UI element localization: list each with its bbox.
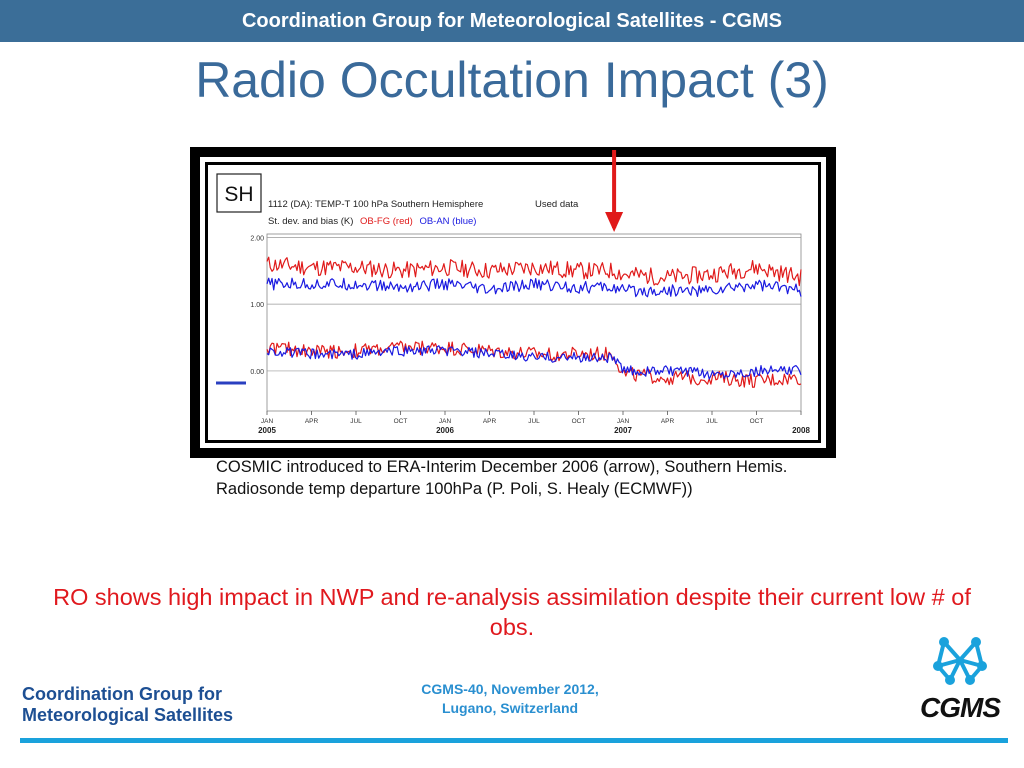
series-line-obfg_stdev xyxy=(266,256,802,287)
series-layer xyxy=(266,256,802,388)
x-tick-label-5: APR xyxy=(483,418,497,425)
x-tick-label-3: OCT xyxy=(394,418,408,425)
legend-obfg: OB-FG (red) xyxy=(360,216,413,227)
cgms-logo-text: CGMS xyxy=(920,692,1001,723)
x-tick-label-4: JAN xyxy=(439,418,452,425)
hemisphere-badge-text: SH xyxy=(224,183,253,206)
x-tick-label-11: OCT xyxy=(750,418,764,425)
x-tick-label-7: OCT xyxy=(572,418,586,425)
x-tick-label-10: JUL xyxy=(706,418,718,425)
footer-org-line1: Coordination Group for xyxy=(22,684,222,704)
x-tick-label-8: JAN xyxy=(617,418,630,425)
x-year-label-0: 2005 xyxy=(258,426,276,435)
x-year-label-8: 2007 xyxy=(614,426,632,435)
chart-caption: COSMIC introduced to ERA-Interim Decembe… xyxy=(216,458,788,498)
footer-event-line1: CGMS-40, November 2012, xyxy=(421,681,599,697)
slide-title: Radio Occultation Impact (3) xyxy=(195,52,829,108)
cgms-network-icon xyxy=(933,637,987,685)
x-tick-label-6: JUL xyxy=(528,418,540,425)
footer-divider xyxy=(20,738,1008,743)
chart-background xyxy=(208,165,818,440)
chart-frame: SH 1112 (DA): TEMP-T 100 hPa Southern He… xyxy=(190,147,836,458)
header-banner: Coordination Group for Meteorological Sa… xyxy=(0,0,1024,42)
footer-organization: Coordination Group for Meteorological Sa… xyxy=(22,684,233,726)
line-chart: SH 1112 (DA): TEMP-T 100 hPa Southern He… xyxy=(200,150,826,448)
y-tick-label-2: 0.00 xyxy=(250,369,264,376)
cgms-logo: CGMS xyxy=(908,634,1012,726)
x-year-label-12: 2008 xyxy=(792,426,810,435)
x-tick-label-9: APR xyxy=(661,418,675,425)
svg-text:St. dev. and bias (K) OB: St. dev. and bias (K) OB-FG (red) OB-AN … xyxy=(268,216,476,227)
footer-event-line2: Lugano, Switzerland xyxy=(441,700,579,716)
series-line-oban_stdev xyxy=(266,277,802,298)
y-tick-label-1: 1.00 xyxy=(250,302,264,309)
x-tick-label-1: APR xyxy=(305,418,319,425)
series-line-obfg_bias xyxy=(266,340,802,388)
cosmic-introduction-arrow xyxy=(605,212,624,232)
y-tick-label-0: 2.00 xyxy=(250,235,264,242)
x-tick-label-0: JAN xyxy=(261,418,274,425)
legend-oban: OB-AN (blue) xyxy=(419,216,476,227)
x-year-label-4: 2006 xyxy=(436,426,454,435)
highlight-statement: RO shows high impact in NWP and re-analy… xyxy=(53,584,971,640)
chart-used-data: Used data xyxy=(535,199,579,210)
hemisphere-badge xyxy=(216,173,262,213)
x-tick-label-2: JUL xyxy=(350,418,362,425)
chart-title-line1: 1112 (DA): TEMP-T 100 hPa Southern Hemis… xyxy=(268,199,483,210)
series-line-oban_bias xyxy=(266,345,802,380)
chart-title-line2: St. dev. and bias (K) xyxy=(268,216,353,227)
footer-org-line2: Meteorological Satellites xyxy=(22,705,234,725)
header-title: Coordination Group for Meteorological Sa… xyxy=(241,9,783,32)
footer-event: CGMS-40, November 2012, Lugano, Switzerl… xyxy=(380,680,640,718)
